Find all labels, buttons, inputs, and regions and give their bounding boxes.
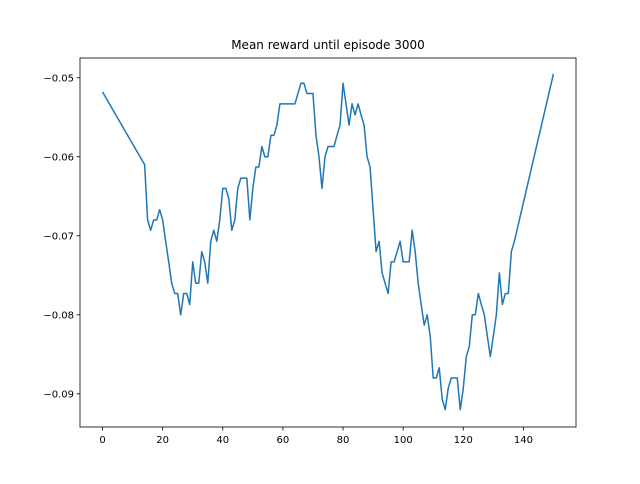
chart-title: Mean reward until episode 3000 (231, 38, 425, 52)
x-tick-label: 100 (394, 435, 413, 446)
y-tick-label: −0.05 (43, 73, 74, 84)
x-tick-label: 140 (514, 435, 533, 446)
line (101, 73, 555, 411)
x-tick-label: 80 (337, 435, 350, 446)
plot-frame (79, 57, 577, 428)
x-tick-label: 120 (454, 435, 473, 446)
y-tick-label: −0.06 (43, 152, 74, 163)
x-tick-label: 60 (277, 435, 290, 446)
x-tick-label: 40 (216, 435, 229, 446)
y-tick-label: −0.07 (43, 231, 74, 242)
y-tick-label: −0.09 (43, 389, 74, 400)
x-tick-label: 20 (156, 435, 169, 446)
x-tick-label: 0 (99, 435, 105, 446)
y-tick-label: −0.08 (43, 310, 74, 321)
